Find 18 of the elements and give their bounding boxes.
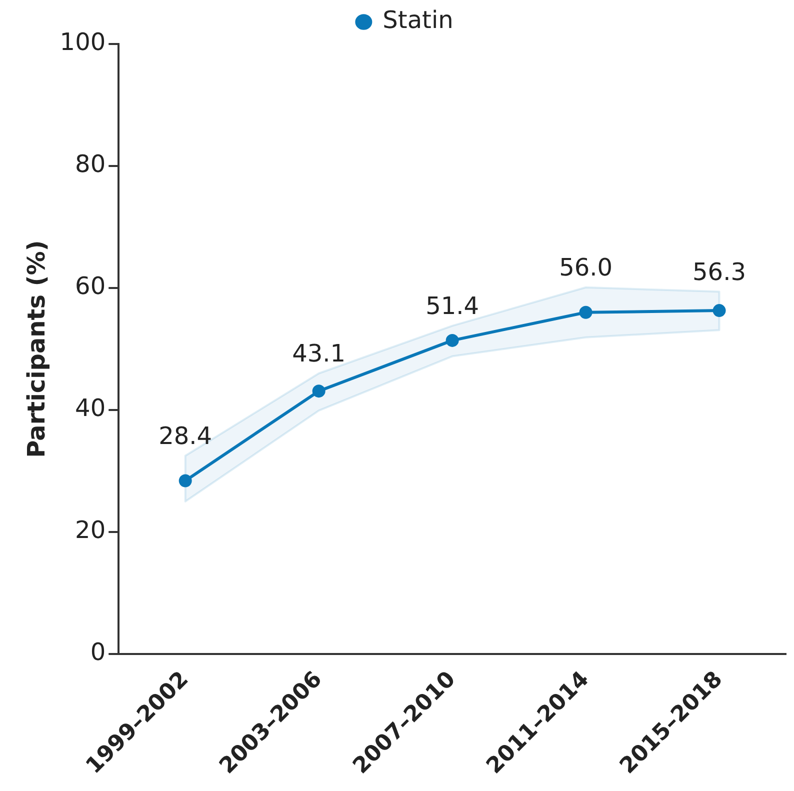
y-tick-label: 0	[90, 638, 106, 666]
y-tick-label: 60	[75, 272, 106, 300]
point	[712, 304, 726, 318]
point	[178, 474, 192, 488]
data-label: 56.3	[692, 258, 746, 286]
y-tick-label: 100	[60, 28, 106, 56]
point	[446, 334, 459, 347]
point	[579, 306, 592, 319]
y-tick-label: 20	[75, 516, 106, 544]
data-label: 43.1	[292, 340, 346, 368]
y-tick-label: 40	[75, 394, 106, 422]
data-label: 28.4	[158, 422, 212, 450]
data-label: 56.0	[559, 254, 612, 282]
y-tick-label: 80	[75, 150, 106, 178]
point	[312, 384, 326, 398]
legend-label: Statin	[382, 6, 454, 34]
y-axis-title: Participants (%)	[22, 240, 51, 458]
data-label: 51.4	[426, 292, 480, 320]
